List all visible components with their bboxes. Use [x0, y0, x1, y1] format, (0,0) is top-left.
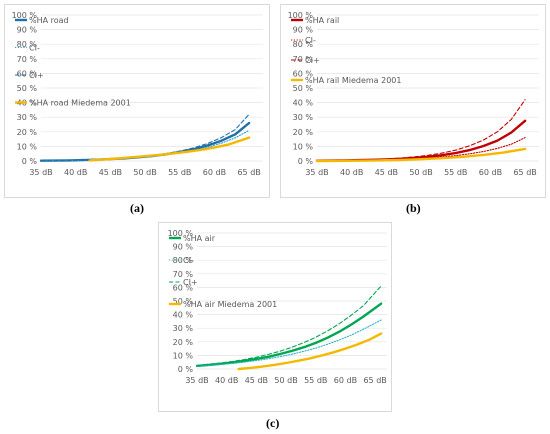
xtick-b-0: 35 dB [305, 168, 328, 177]
xtick-c-0: 35 dB [185, 376, 208, 385]
xtick-c-6: 65 dB [363, 376, 386, 385]
chart-a-svg: 0 % 10 % 20 % 30 % 40 % 50 % 60 % 70 % 80 % 90 % 1… [12, 11, 263, 177]
ytick-a-6: 60 % [17, 69, 38, 78]
series-line-a-2 [40, 113, 250, 162]
ytick-c-5: 50 % [173, 297, 194, 306]
ytick-b-1: 10 % [293, 142, 314, 151]
chart-panel-c: 0 % 10 % 20 % 30 % 40 % 50 % 60 % 70 % 80 % 90 % 1… [158, 222, 392, 412]
series-line-c-0 [195, 302, 383, 368]
ytick-a-5: 50 % [17, 84, 38, 93]
caption-b: (b) [406, 201, 421, 215]
legend-label-b-0: %HA rail [305, 16, 339, 25]
ytick-b-5: 50 % [293, 84, 314, 93]
ytick-b-10: 100 % [288, 11, 314, 20]
legend-label-c-0: %HA air [183, 234, 216, 243]
xtick-a-3: 50 dB [133, 168, 156, 177]
chart-b-svg: 0 % 10 % 20 % 30 % 40 % 50 % 60 % 70 % 80 % 90 % 1… [288, 11, 539, 177]
ytick-b-6: 60 % [293, 69, 314, 78]
series-line-b-3 [315, 147, 527, 163]
ytick-c-3: 30 % [173, 324, 194, 333]
xtick-c-1: 40 dB [215, 376, 238, 385]
ytick-b-7: 70 % [293, 55, 314, 64]
xtick-a-5: 60 dB [203, 168, 226, 177]
xtick-a-4: 55 dB [168, 168, 191, 177]
ytick-b-2: 20 % [293, 128, 314, 137]
ytick-a-7: 70 % [17, 55, 38, 64]
series-line-c-2 [196, 285, 382, 366]
ytick-b-4: 40 % [293, 99, 314, 108]
ytick-b-3: 30 % [293, 113, 314, 122]
ytick-a-8: 80 % [17, 40, 38, 49]
ytick-b-0: 0 % [298, 157, 314, 166]
xtick-a-0: 35 dB [29, 168, 52, 177]
xtick-c-2: 45 dB [245, 376, 268, 385]
xtick-b-3: 50 dB [409, 168, 432, 177]
ytick-c-4: 40 % [173, 311, 194, 320]
legend-label-a-3: %HA road Miedema 2001 [29, 99, 131, 108]
ytick-c-10: 100 % [168, 229, 194, 238]
chart-panel-b: 0 % 10 % 20 % 30 % 40 % 50 % 60 % 70 % 80 % 90 % 1… [280, 4, 546, 198]
legend-label-a-1: CI- [29, 44, 40, 53]
xtick-b-6: 65 dB [513, 168, 536, 177]
legend-label-c-1: CI- [183, 256, 194, 265]
ytick-c-8: 80 % [173, 256, 194, 265]
ytick-a-4: 40 % [17, 99, 38, 108]
legend-label-b-2: CI+ [305, 56, 320, 65]
xtick-a-1: 40 dB [64, 168, 87, 177]
ytick-c-6: 60 % [173, 283, 194, 292]
ytick-c-7: 70 % [173, 270, 194, 279]
xtick-b-2: 45 dB [375, 168, 398, 177]
xtick-c-5: 60 dB [334, 376, 357, 385]
series-line-c-1 [196, 319, 382, 367]
ytick-c-0: 0 % [178, 365, 194, 374]
ytick-a-10: 100 % [12, 11, 38, 20]
ytick-a-9: 90 % [17, 26, 38, 35]
series-line-c-3 [237, 332, 383, 371]
ytick-c-1: 10 % [173, 351, 194, 360]
series-line-a-3 [88, 136, 251, 162]
xtick-a-2: 45 dB [99, 168, 122, 177]
xtick-b-5: 60 dB [479, 168, 502, 177]
ytick-a-0: 0 % [22, 157, 38, 166]
legend-label-c-3: %HA air Miedema 2001 [183, 300, 277, 309]
xtick-b-1: 40 dB [340, 168, 363, 177]
xtick-b-4: 55 dB [444, 168, 467, 177]
caption-c: (c) [266, 416, 280, 430]
ytick-c-9: 90 % [173, 243, 194, 252]
legend-label-a-0: %HA road [29, 16, 69, 25]
ytick-b-9: 90 % [293, 26, 314, 35]
legend-label-a-2: CI+ [29, 71, 44, 80]
ytick-a-3: 30 % [17, 113, 38, 122]
legend-label-c-2: CI+ [183, 278, 198, 287]
ytick-a-1: 10 % [17, 142, 38, 151]
chart-panel-a: 0 % 10 % 20 % 30 % 40 % 50 % 60 % 70 % 80 % 90 % 1… [4, 4, 270, 198]
legend-label-b-3: %HA rail Miedema 2001 [305, 76, 401, 85]
ytick-a-2: 20 % [17, 128, 38, 137]
xtick-c-4: 55 dB [304, 376, 327, 385]
ytick-c-2: 20 % [173, 338, 194, 347]
ytick-b-8: 80 % [293, 40, 314, 49]
series-line-b-2 [316, 99, 526, 162]
legend-label-b-1: CI- [305, 36, 316, 45]
chart-c-svg: 0 % 10 % 20 % 30 % 40 % 50 % 60 % 70 % 80 % 90 % 1… [168, 229, 387, 385]
xtick-a-6: 65 dB [237, 168, 260, 177]
xtick-c-3: 50 dB [274, 376, 297, 385]
caption-a: (a) [130, 201, 144, 215]
